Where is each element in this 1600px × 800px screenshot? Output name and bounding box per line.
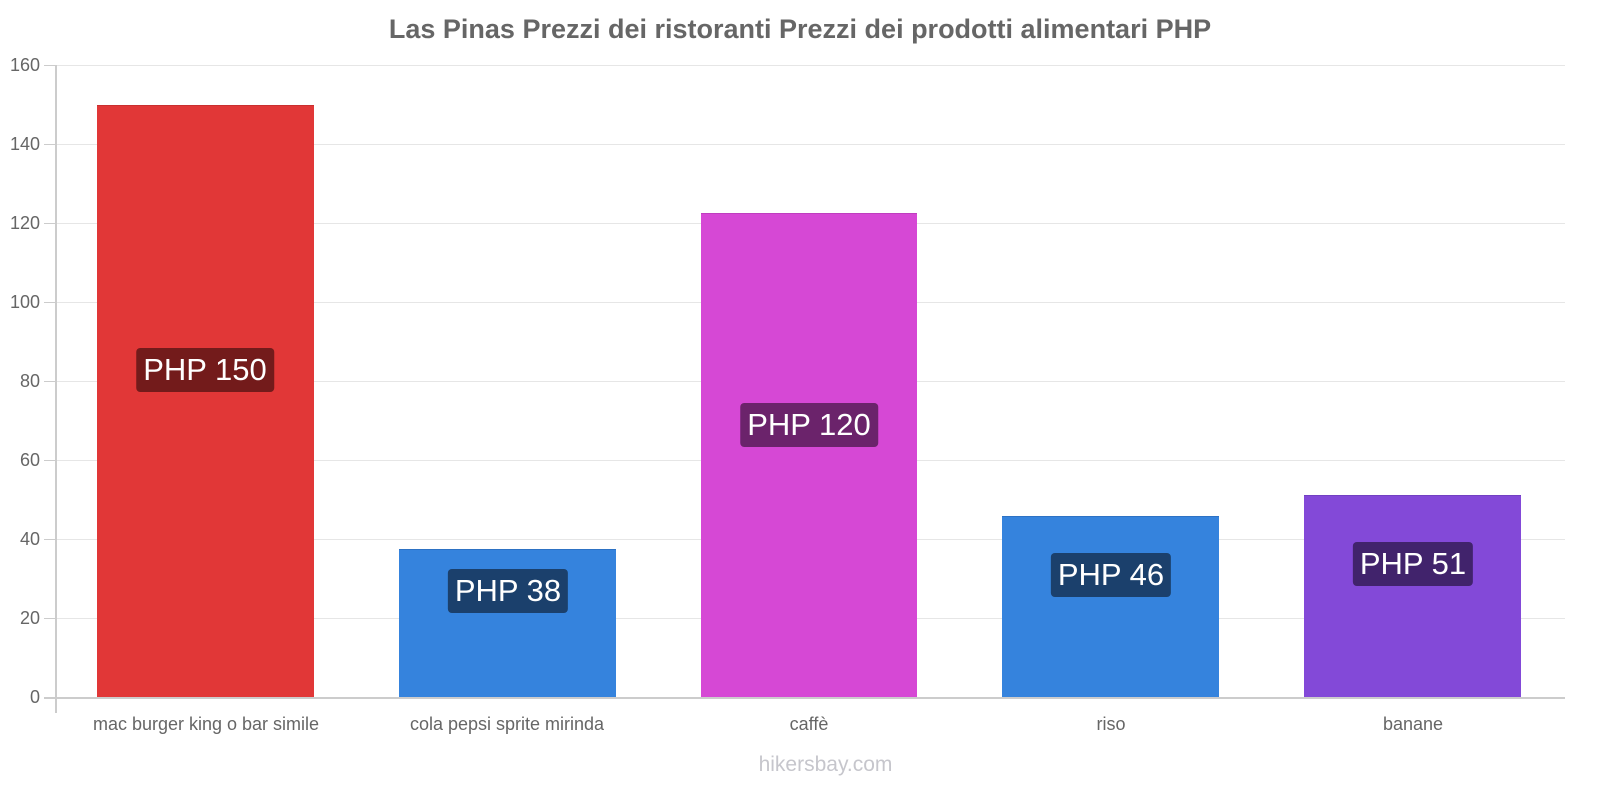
bar-value-label: PHP 46 — [1050, 553, 1172, 597]
x-category-label: banane — [1382, 714, 1444, 734]
bar-value-label: PHP 51 — [1352, 542, 1474, 586]
y-tick-label: 60 — [19, 450, 40, 470]
bar-mac-burger[interactable] — [97, 105, 314, 697]
y-tick-mark — [44, 460, 56, 461]
y-tick-mark — [44, 144, 56, 145]
y-tick-label: 80 — [19, 371, 40, 391]
y-tick-label: 40 — [19, 529, 40, 549]
y-tick-mark — [44, 302, 56, 303]
bar-riso[interactable] — [1002, 516, 1219, 697]
bar-value-label: PHP 150 — [136, 348, 274, 392]
y-tick-label: 0 — [29, 687, 40, 707]
bar-banane[interactable] — [1304, 495, 1521, 697]
x-category-label: mac burger king o bar simile — [92, 714, 320, 734]
y-tick-label: 140 — [9, 134, 40, 154]
y-tick-mark — [44, 539, 56, 540]
x-category-label: cola pepsi sprite mirinda — [409, 714, 605, 734]
y-tick-mark — [44, 381, 56, 382]
y-tick-mark — [44, 618, 56, 619]
y-tick-label: 160 — [9, 55, 40, 75]
y-tick-mark — [44, 65, 56, 66]
watermark: hikersbay.com — [758, 753, 893, 776]
gridline — [56, 65, 1565, 66]
bar-value-label: PHP 38 — [447, 569, 569, 613]
chart-title: Las Pinas Prezzi dei ristoranti Prezzi d… — [388, 14, 1212, 44]
y-axis-line — [55, 65, 57, 713]
x-axis-line — [44, 697, 1565, 699]
x-category-label: caffè — [789, 714, 829, 734]
y-tick-mark — [44, 223, 56, 224]
y-tick-label: 20 — [19, 608, 40, 628]
x-category-label: riso — [1096, 714, 1126, 734]
bar-value-label: PHP 120 — [740, 403, 878, 447]
bar-caffe[interactable] — [701, 213, 917, 697]
y-tick-label: 100 — [9, 292, 40, 312]
gridline — [56, 144, 1565, 145]
y-tick-label: 120 — [9, 213, 40, 233]
